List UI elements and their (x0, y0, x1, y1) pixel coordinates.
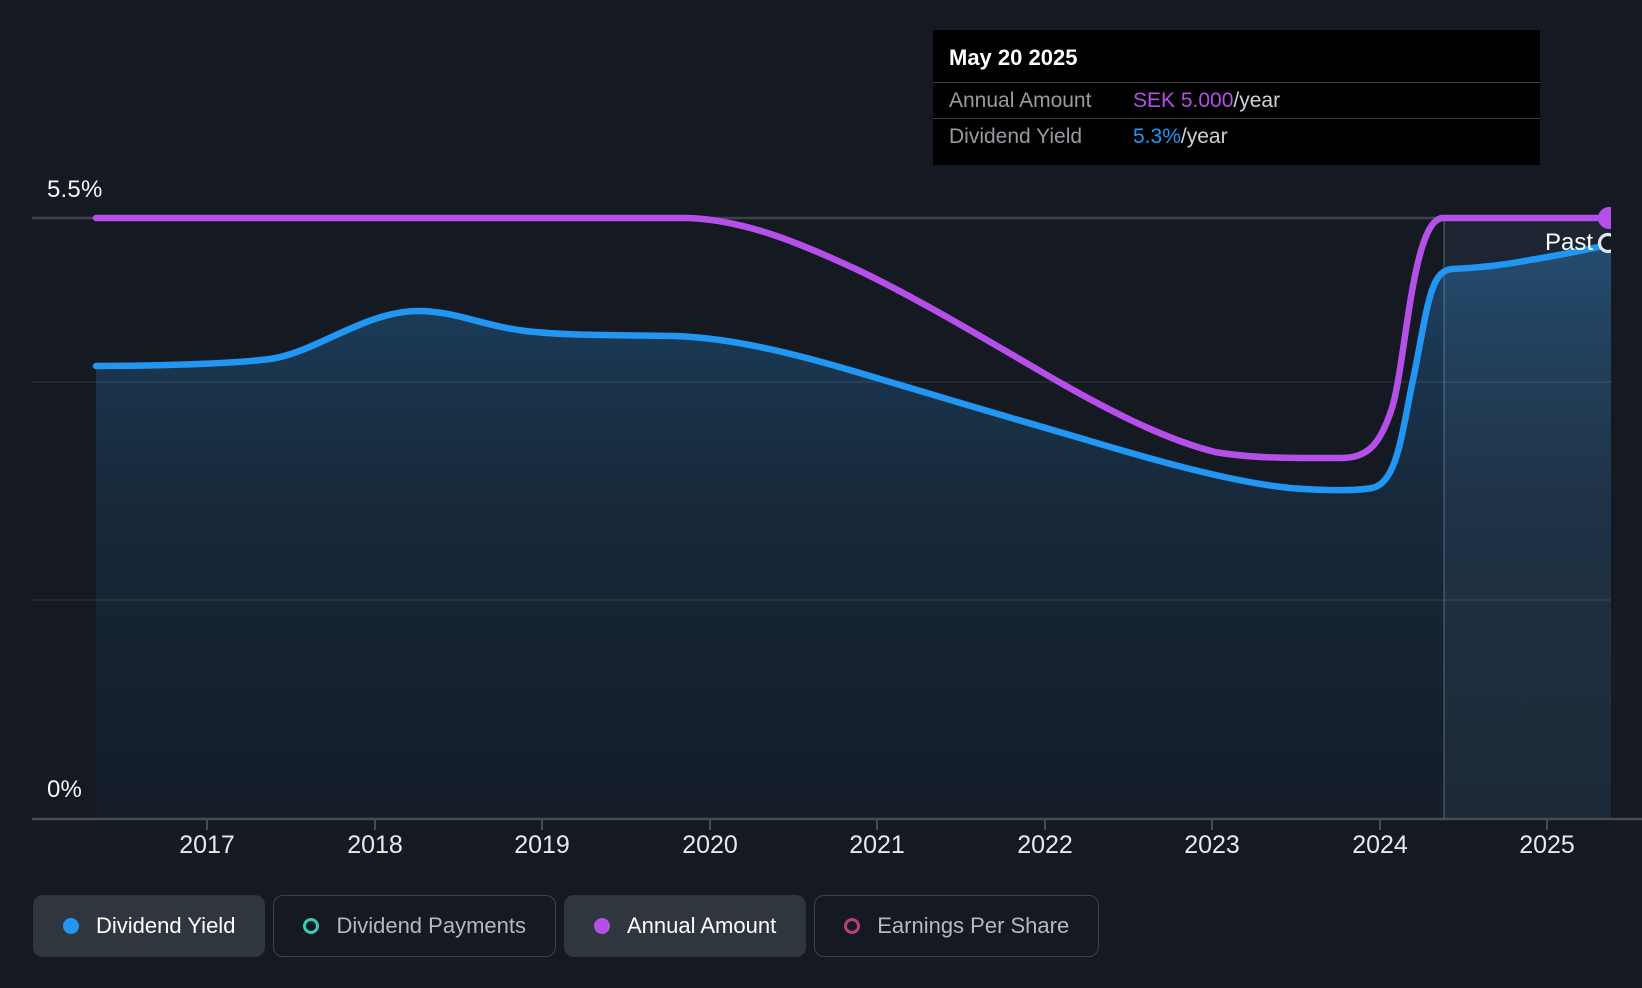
legend-toggle-earnings-per-share[interactable]: Earnings Per Share (814, 895, 1100, 957)
tooltip-row-dividend-yield: Dividend Yield 5.3%/year (933, 118, 1540, 154)
past-period-label: Past (1544, 229, 1593, 256)
tooltip-date: May 20 2025 (949, 45, 1078, 70)
x-axis-label-2021: 2021 (849, 831, 905, 859)
x-axis-label-2023: 2023 (1184, 831, 1240, 859)
legend-toggle-dividend-yield[interactable]: Dividend Yield (33, 895, 266, 957)
dividend-yield-line (92, 240, 1611, 494)
dividend-yield-dot-icon (63, 918, 79, 934)
series-legend: Dividend Yield Dividend Payments Annual … (33, 895, 1100, 957)
x-axis-label-2020: 2020 (682, 831, 738, 859)
legend-earnings-per-share-label: Earnings Per Share (877, 913, 1070, 938)
dividend-yield-area-fill (96, 244, 1611, 819)
x-axis-label-2017: 2017 (179, 831, 235, 859)
dividend-yield-end-marker (1597, 232, 1611, 254)
annual-amount-dot-icon (593, 918, 610, 934)
y-axis-max-label: 5.5% (47, 176, 103, 203)
tooltip-annual-amount-value: SEK 5.000 (1133, 88, 1234, 112)
legend-dividend-yield-label: Dividend Yield (96, 913, 236, 938)
tooltip-dividend-yield-suffix: /year (1180, 124, 1228, 148)
recent-period-highlight-band (1444, 218, 1611, 819)
tooltip-bottom-padding (933, 154, 1540, 165)
x-axis-label-2022: 2022 (1017, 831, 1073, 859)
earnings-per-share-ring-icon (844, 918, 861, 934)
y-axis-zero-label: 0% (47, 776, 83, 803)
x-axis-ticks (206, 819, 1548, 830)
x-axis-label-2018: 2018 (347, 831, 403, 859)
legend-toggle-annual-amount[interactable]: Annual Amount (563, 895, 807, 957)
tooltip-annual-amount-label: Annual Amount (949, 88, 1092, 112)
tooltip-dividend-yield-value: 5.3% (1133, 124, 1181, 148)
legend-toggle-dividend-payments[interactable]: Dividend Payments (273, 895, 556, 957)
x-axis-label-2024: 2024 (1352, 831, 1408, 859)
x-axis-label-2025: 2025 (1519, 831, 1575, 859)
legend-annual-amount-label: Annual Amount (626, 913, 777, 938)
tooltip-row-annual-amount: Annual Amount SEK 5.000/year (933, 82, 1540, 118)
dividend-payments-ring-icon (303, 918, 320, 934)
tooltip-annual-amount-suffix: /year (1233, 88, 1281, 112)
tooltip-dividend-yield-label: Dividend Yield (949, 124, 1083, 148)
annual-amount-line (92, 214, 1611, 462)
hover-tooltip: May 20 2025 Annual Amount SEK 5.000/year… (933, 30, 1540, 165)
annual-amount-end-marker (1598, 207, 1611, 229)
legend-dividend-payments-label: Dividend Payments (336, 913, 526, 938)
x-axis-label-2019: 2019 (514, 831, 570, 859)
